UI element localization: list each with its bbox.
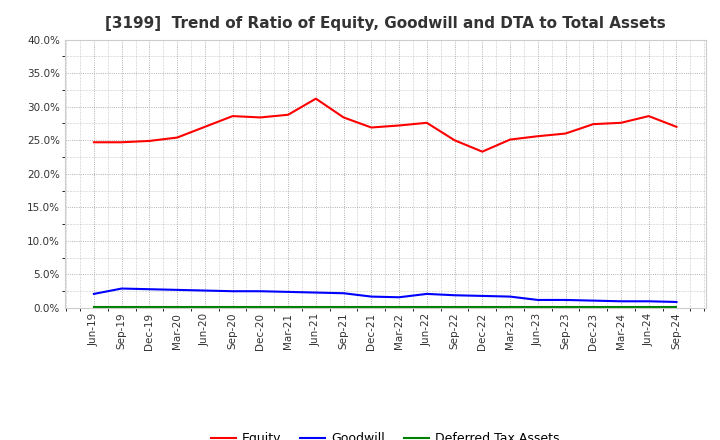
Goodwill [339,290,348,296]
Deferred Tax Assets [173,304,181,310]
Deferred Tax Assets [644,304,653,310]
Equity [89,139,98,145]
Goodwill [173,287,181,293]
Deferred Tax Assets [616,304,625,310]
Goodwill [644,299,653,304]
Equity [534,134,542,139]
Equity [478,149,487,154]
Equity [423,120,431,125]
Goodwill [616,299,625,304]
Goodwill [145,286,154,292]
Deferred Tax Assets [145,304,154,310]
Deferred Tax Assets [228,304,237,310]
Deferred Tax Assets [478,304,487,310]
Equity [395,123,403,128]
Title: [3199]  Trend of Ratio of Equity, Goodwill and DTA to Total Assets: [3199] Trend of Ratio of Equity, Goodwil… [105,16,665,32]
Line: Goodwill: Goodwill [94,289,677,302]
Deferred Tax Assets [284,304,292,310]
Deferred Tax Assets [534,304,542,310]
Equity [644,114,653,119]
Goodwill [561,297,570,303]
Goodwill [256,289,265,294]
Deferred Tax Assets [450,304,459,310]
Equity [201,124,210,129]
Goodwill [395,295,403,300]
Deferred Tax Assets [256,304,265,310]
Goodwill [450,293,459,298]
Deferred Tax Assets [339,304,348,310]
Goodwill [284,289,292,294]
Deferred Tax Assets [367,304,376,310]
Equity [450,138,459,143]
Equity [589,121,598,127]
Goodwill [589,298,598,303]
Equity [616,120,625,125]
Equity [339,115,348,120]
Goodwill [534,297,542,303]
Deferred Tax Assets [672,304,681,310]
Equity [145,138,154,143]
Deferred Tax Assets [505,304,514,310]
Equity [312,96,320,101]
Goodwill [367,294,376,299]
Equity [561,131,570,136]
Equity [367,125,376,130]
Goodwill [201,288,210,293]
Equity [117,139,126,145]
Deferred Tax Assets [89,304,98,310]
Equity [284,112,292,117]
Goodwill [423,291,431,297]
Goodwill [89,291,98,297]
Goodwill [478,293,487,299]
Deferred Tax Assets [589,304,598,310]
Deferred Tax Assets [117,304,126,310]
Deferred Tax Assets [395,304,403,310]
Deferred Tax Assets [312,304,320,310]
Goodwill [672,299,681,304]
Legend: Equity, Goodwill, Deferred Tax Assets: Equity, Goodwill, Deferred Tax Assets [206,427,564,440]
Equity [672,124,681,129]
Deferred Tax Assets [561,304,570,310]
Equity [173,135,181,140]
Deferred Tax Assets [201,304,210,310]
Equity [256,115,265,120]
Goodwill [117,286,126,291]
Goodwill [228,289,237,294]
Goodwill [312,290,320,295]
Equity [228,114,237,119]
Goodwill [505,294,514,299]
Equity [505,137,514,142]
Line: Equity: Equity [94,99,677,152]
Deferred Tax Assets [423,304,431,310]
